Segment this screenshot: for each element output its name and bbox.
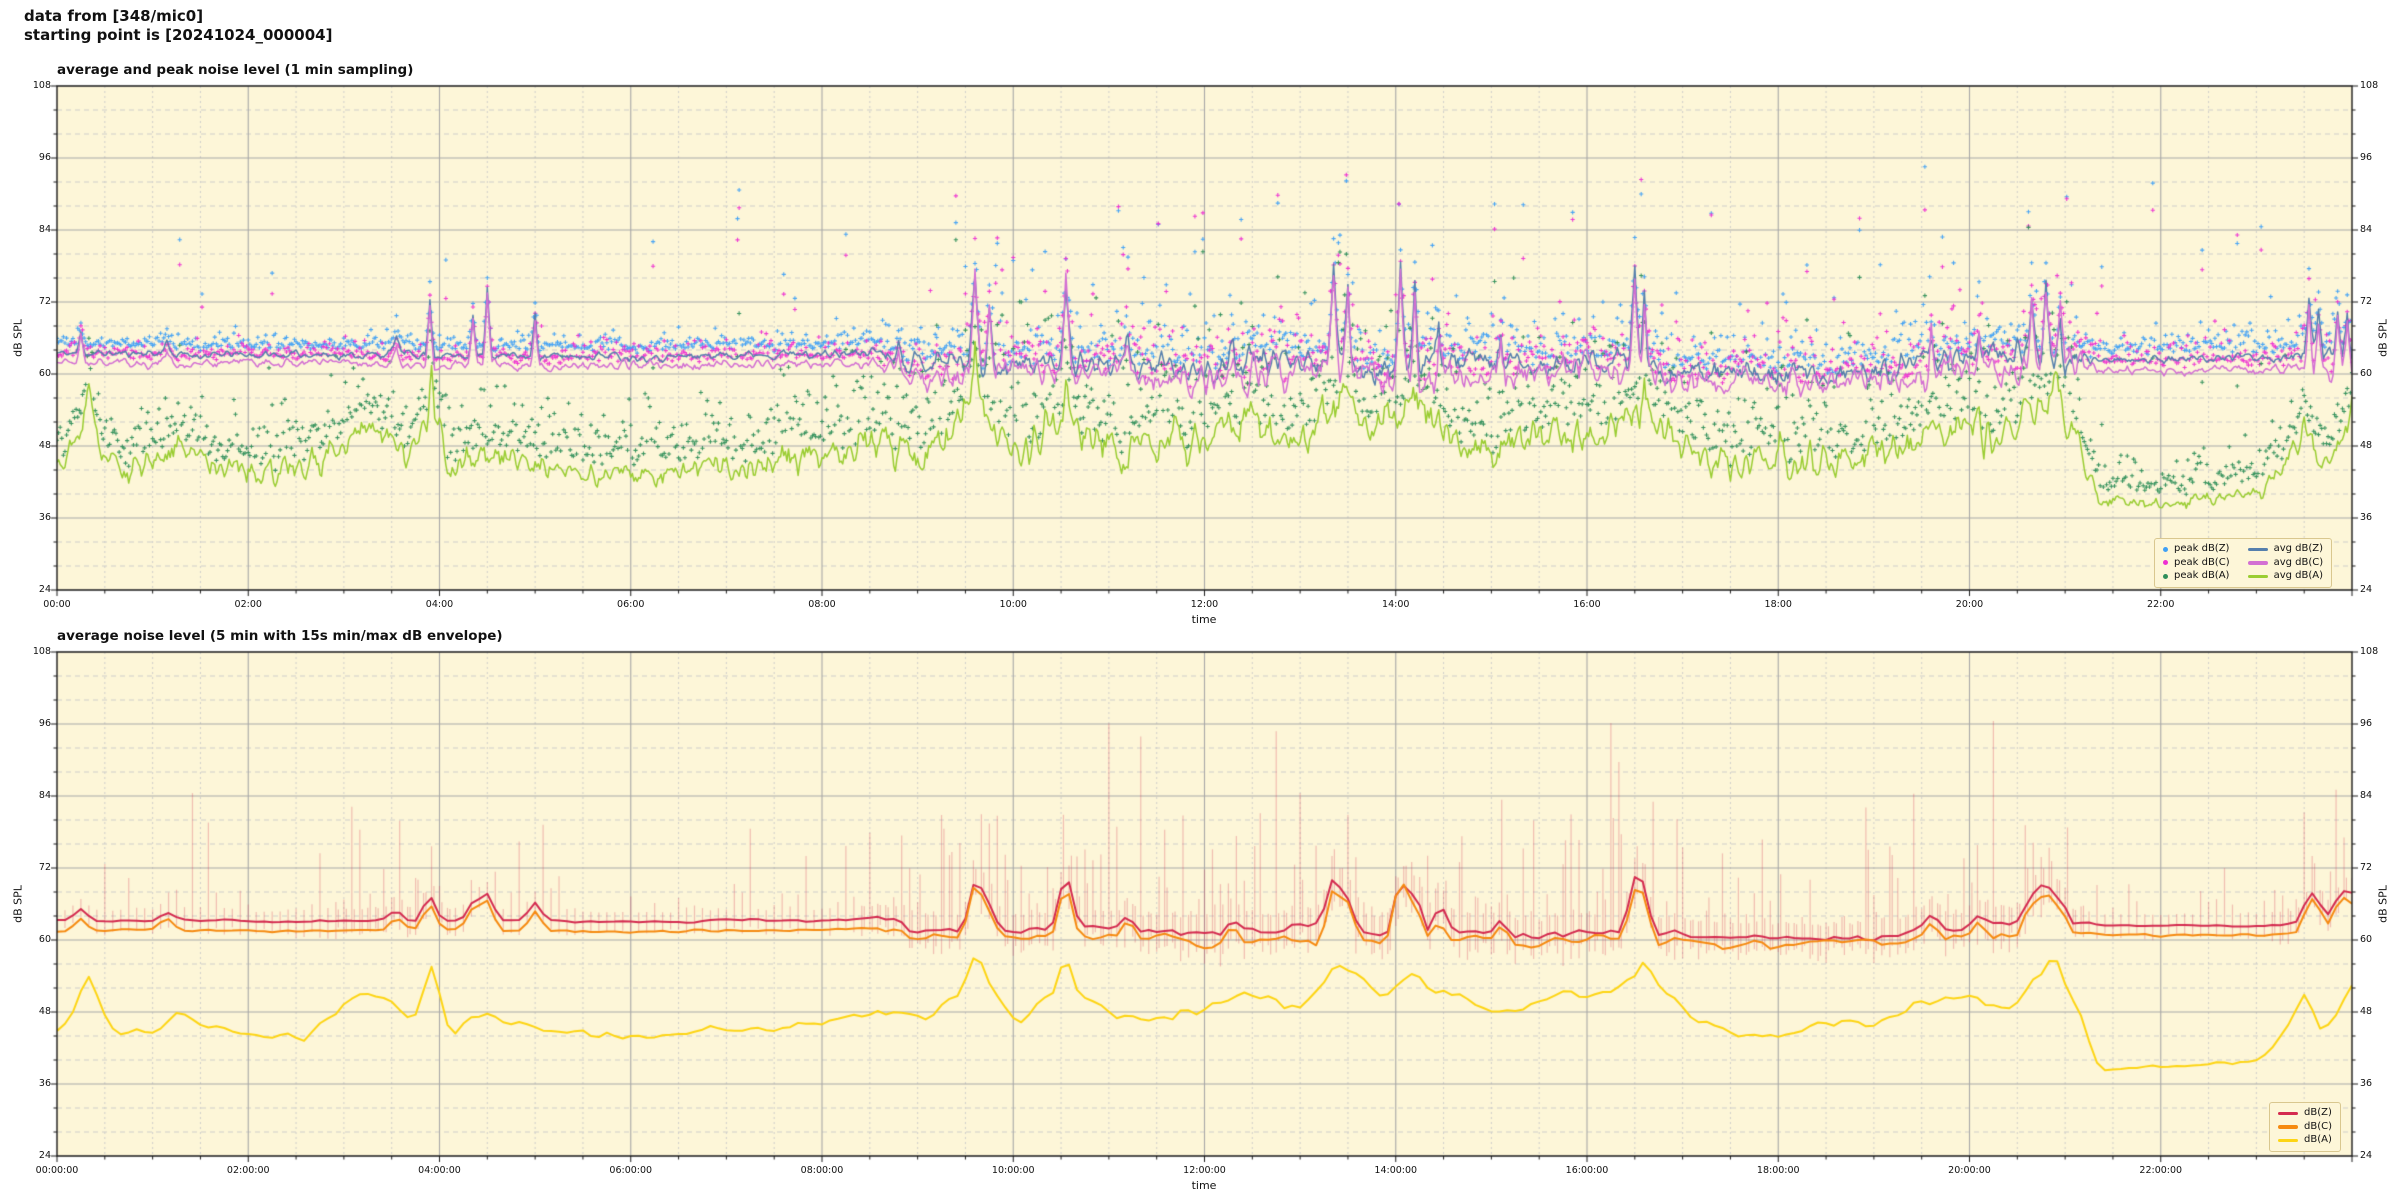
chart2-ytick-left: 48: [38, 1006, 51, 1017]
chart2-ytick-left: 36: [38, 1078, 51, 1089]
legend-label: dB(Z): [2304, 1107, 2332, 1118]
chart2-ytick-right: 36: [2360, 1078, 2373, 1089]
header-starting-point: starting point is [20241024_000004]: [24, 26, 333, 44]
chart2-xtick: 02:00:00: [226, 1165, 270, 1176]
chart1-xtick: 20:00: [1955, 599, 1984, 610]
chart1-legend-item: avg dB(C): [2247, 556, 2324, 570]
chart2-xtick: 22:00:00: [2139, 1165, 2183, 1176]
chart2-ylabel-right: dB SPL: [2376, 885, 2390, 923]
legend-dot-swatch-icon: [2163, 546, 2168, 552]
chart1-ytick-left: 60: [38, 368, 51, 379]
chart2-xtick: 18:00:00: [1756, 1165, 1800, 1176]
chart1-ylabel-right: dB SPL: [2376, 319, 2390, 357]
legend-line-swatch-icon: [2278, 1125, 2298, 1129]
chart2-ytick-right: 24: [2360, 1150, 2373, 1161]
chart1-xtick: 10:00: [999, 599, 1027, 610]
chart2-ytick-right: 96: [2360, 718, 2373, 729]
chart2-legend-item: dB(Z): [2278, 1107, 2332, 1120]
legend-line-swatch-icon: [2278, 1111, 2298, 1115]
chart2-xtick: 00:00:00: [35, 1165, 79, 1176]
chart1-legend-item: peak dB(Z): [2163, 543, 2230, 556]
legend-label: peak dB(Z): [2174, 543, 2230, 554]
chart1-ytick-right: 60: [2360, 368, 2373, 379]
legend-label: dB(A): [2304, 1134, 2332, 1145]
chart1-legend: peak dB(Z) avg dB(Z) peak dB(C) avg dB(C) pe…: [2154, 538, 2333, 588]
chart1-ytick-right: 84: [2360, 224, 2373, 235]
chart2-xtick: 12:00:00: [1183, 1165, 1226, 1176]
legend-dot-swatch-icon: [2163, 560, 2168, 566]
chart1-title: average and peak noise level (1 min samp…: [57, 62, 414, 78]
chart1-xtick: 16:00: [1573, 599, 1601, 610]
chart1-legend-item: peak dB(A): [2163, 570, 2230, 583]
chart1-xlabel: time: [1191, 613, 1217, 626]
chart1-ytick-left: 48: [38, 440, 51, 451]
chart1-ytick-right: 108: [2360, 80, 2379, 91]
chart1-xtick: 12:00: [1190, 599, 1219, 610]
chart2-legend-item: dB(A): [2278, 1134, 2332, 1147]
chart2-xtick: 16:00:00: [1565, 1165, 1609, 1176]
chart2-xtick: 08:00:00: [800, 1165, 844, 1176]
chart1-xtick: 14:00: [1382, 599, 1410, 610]
chart1-ytick-left: 36: [38, 512, 51, 523]
legend-label: avg dB(A): [2273, 570, 2324, 581]
chart2-ytick-left: 24: [38, 1150, 51, 1161]
chart1-ylabel-left: dB SPL: [11, 319, 25, 357]
chart2-title: average noise level (5 min with 15s min/…: [57, 628, 503, 644]
chart2-ytick-left: 96: [38, 718, 51, 729]
chart2-legend-item: dB(C): [2278, 1121, 2332, 1134]
legend-label: avg dB(Z): [2273, 543, 2324, 554]
chart2-xtick: 06:00:00: [609, 1165, 653, 1176]
chart2-ytick-left: 84: [38, 790, 51, 801]
legend-line-swatch-icon: [2247, 574, 2268, 578]
chart2-ytick-right: 72: [2360, 862, 2373, 873]
chart1-ytick-right: 48: [2360, 440, 2373, 451]
chart1-xtick: 02:00: [234, 599, 262, 610]
legend-line-swatch-icon: [2247, 561, 2268, 565]
chart1-xtick: 22:00: [2147, 599, 2175, 610]
chart1-legend-item: avg dB(A): [2247, 570, 2324, 583]
chart1-ytick-left: 108: [32, 80, 51, 91]
chart1-xtick: 08:00: [808, 599, 836, 610]
chart1-xtick: 00:00: [43, 599, 71, 610]
chart1-ytick-right: 36: [2360, 512, 2373, 523]
legend-line-swatch-icon: [2247, 547, 2268, 551]
chart2-xlabel: time: [1191, 1179, 1217, 1192]
chart2-xtick: 20:00:00: [1948, 1165, 1991, 1176]
chart1-legend-item: avg dB(Z): [2247, 543, 2324, 556]
chart2-xtick: 10:00:00: [991, 1165, 1035, 1176]
chart2-ytick-right: 84: [2360, 790, 2373, 801]
chart1-xtick: 06:00: [617, 599, 645, 610]
chart1-xtick: 04:00: [425, 599, 454, 610]
legend-label: peak dB(C): [2174, 556, 2230, 568]
chart2-ytick-left: 108: [32, 646, 51, 657]
chart2-xtick: 04:00:00: [418, 1165, 461, 1176]
chart2-ytick-right: 108: [2360, 646, 2379, 657]
chart2-xtick: 14:00:00: [1374, 1165, 1418, 1176]
chart1-ytick-left: 96: [38, 152, 51, 163]
legend-label: dB(C): [2304, 1120, 2332, 1132]
chart1-xtick: 18:00: [1764, 599, 1792, 610]
chart1-ytick-right: 24: [2360, 584, 2373, 595]
chart1-ytick-left: 72: [38, 296, 51, 307]
chart1-ytick-right: 72: [2360, 296, 2373, 307]
chart2-ytick-right: 48: [2360, 1006, 2373, 1017]
chart2-ylabel-left: dB SPL: [11, 885, 25, 923]
chart1-ytick-left: 84: [38, 224, 51, 235]
chart2-ytick-right: 60: [2360, 934, 2373, 945]
legend-label: peak dB(A): [2174, 570, 2230, 581]
chart2-legend: dB(Z) dB(C) dB(A): [2269, 1102, 2341, 1152]
legend-label: avg dB(C): [2273, 556, 2324, 568]
chart1-ytick-left: 24: [38, 584, 51, 595]
chart1-legend-item: peak dB(C): [2163, 557, 2230, 570]
chart2-ytick-left: 60: [38, 934, 51, 945]
legend-dot-swatch-icon: [2163, 573, 2168, 579]
legend-line-swatch-icon: [2278, 1138, 2298, 1142]
chart2-ytick-left: 72: [38, 862, 51, 873]
header-data-source: data from [348/mic0]: [24, 7, 204, 25]
chart1-ytick-right: 96: [2360, 152, 2373, 163]
